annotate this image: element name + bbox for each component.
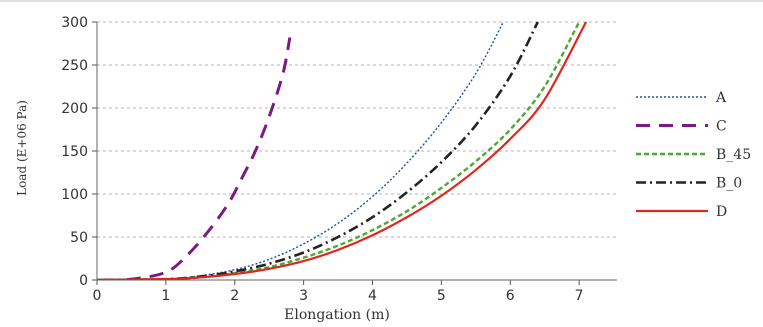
- series-line-a: [97, 21, 504, 280]
- legend-label-b_45: B_45: [716, 147, 751, 163]
- series-line-c: [103, 37, 292, 280]
- x-tick-label: 4: [368, 288, 377, 304]
- x-tick-label: 6: [506, 288, 515, 304]
- legend: AC B_45 B_0 D: [636, 90, 751, 220]
- legend-label-b_0: B_0: [716, 176, 742, 192]
- grid-lines: [97, 21, 617, 238]
- x-tick-label: 7: [575, 288, 584, 304]
- y-tick-label: 0: [79, 273, 88, 289]
- y-tick-label: 100: [61, 187, 88, 203]
- y-tick-label: 150: [61, 144, 88, 160]
- x-tick-label: 0: [93, 288, 102, 304]
- legend-label-d: D: [716, 204, 727, 220]
- series-line-d: [97, 21, 587, 280]
- x-tick-label: 5: [437, 288, 446, 304]
- y-tick-label: 300: [61, 15, 88, 31]
- y-tick-label: 50: [70, 230, 88, 246]
- y-tick-label: 200: [61, 101, 88, 117]
- y-axis-label: Load (E+06 Pa): [15, 100, 29, 196]
- axes: 0 50 100 150 200 250 300 0 1 2 3 4 5 6 7: [61, 15, 617, 304]
- x-axis-label: Elongation (m): [284, 307, 390, 322]
- x-tick-label: 2: [230, 288, 239, 304]
- legend-label-a: A: [715, 90, 727, 106]
- legend-label-c: C: [716, 119, 727, 135]
- x-tick-label: 1: [161, 288, 170, 304]
- x-tick-label: 3: [299, 288, 308, 304]
- y-tick-label: 250: [61, 58, 88, 74]
- series-lines: [97, 21, 587, 280]
